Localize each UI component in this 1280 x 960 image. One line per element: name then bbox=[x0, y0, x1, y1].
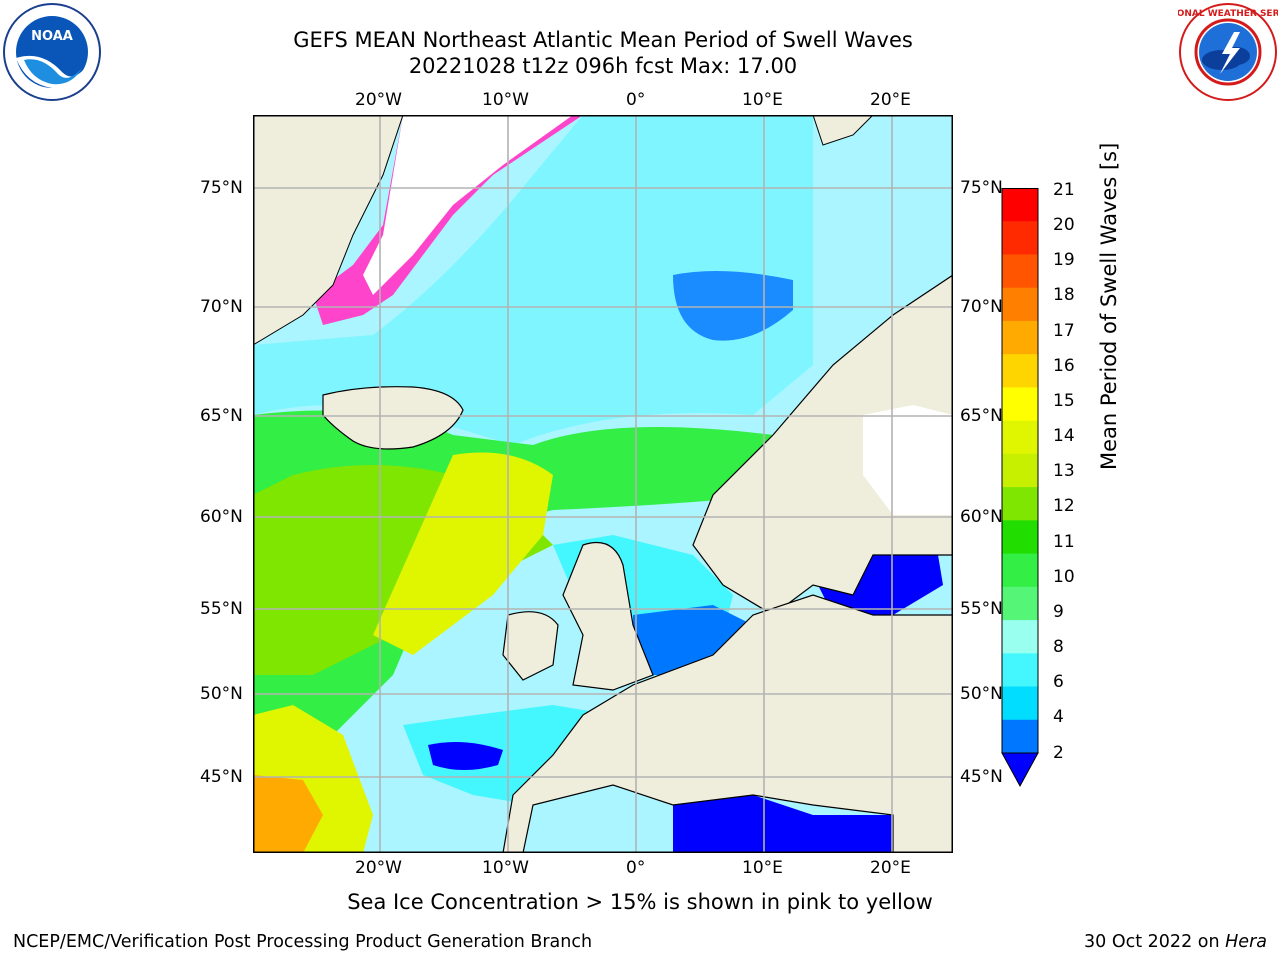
colorbar-band bbox=[1002, 287, 1038, 322]
lat-tick-left: 70°N bbox=[200, 297, 243, 317]
lon-tick-bottom: 20°W bbox=[355, 858, 402, 878]
colorbar-tick-label: 8 bbox=[1053, 637, 1064, 657]
colorbar-band bbox=[1002, 719, 1038, 754]
footer-machine: Hera bbox=[1225, 932, 1267, 952]
lat-tick-right: 50°N bbox=[960, 684, 1003, 704]
colorbar-band bbox=[1002, 553, 1038, 588]
lat-tick-left: 55°N bbox=[200, 599, 243, 619]
colorbar-tick-label: 18 bbox=[1053, 285, 1075, 305]
colorbar-band bbox=[1002, 520, 1038, 555]
lon-tick-top: 10°W bbox=[482, 90, 529, 110]
lon-tick-top: 20°E bbox=[870, 90, 911, 110]
lat-tick-right: 55°N bbox=[960, 599, 1003, 619]
colorbar-tick-label: 16 bbox=[1053, 356, 1075, 376]
land-svalbard bbox=[812, 115, 874, 146]
swell-zone-orange bbox=[253, 775, 323, 853]
colorbar-band bbox=[1002, 653, 1038, 688]
land-greenland bbox=[253, 115, 404, 346]
colorbar-tick-label: 12 bbox=[1053, 496, 1075, 516]
noaa-logo: NOAA bbox=[3, 3, 101, 101]
colorbar-band bbox=[1002, 254, 1038, 289]
lon-tick-bottom: 10°W bbox=[482, 858, 529, 878]
footer-date-text: 30 Oct 2022 on bbox=[1084, 932, 1226, 952]
colorbar-tick-label: 4 bbox=[1053, 707, 1064, 727]
map-subtitle: 20221028 t12z 096h fcst Max: 17.00 bbox=[408, 54, 798, 78]
colorbar-border bbox=[1001, 188, 1039, 754]
lon-tick-top: 20°W bbox=[355, 90, 402, 110]
colorbar-band bbox=[1002, 620, 1038, 654]
land-iceland bbox=[322, 386, 464, 450]
lon-tick-bottom: 10°E bbox=[742, 858, 783, 878]
land-scandinavia bbox=[692, 274, 953, 616]
colorbar-tick-label: 10 bbox=[1053, 567, 1075, 587]
lon-tick-bottom: 20°E bbox=[870, 858, 911, 878]
swell-zone-blue-north bbox=[673, 271, 793, 341]
lat-tick-left: 65°N bbox=[200, 406, 243, 426]
lat-tick-left: 45°N bbox=[200, 767, 243, 787]
colorbar-tick-label: 20 bbox=[1053, 215, 1075, 235]
map-border bbox=[253, 115, 953, 853]
colorbar-tick-label: 17 bbox=[1053, 321, 1075, 341]
lon-tick-top: 10°E bbox=[742, 90, 783, 110]
colorbar-tick-label: 19 bbox=[1053, 250, 1075, 270]
swell-zone-channel bbox=[633, 605, 753, 675]
colorbar-tick-label: 6 bbox=[1053, 672, 1064, 692]
colorbar-band bbox=[1002, 586, 1038, 621]
lat-tick-right: 70°N bbox=[960, 297, 1003, 317]
colorbar-band bbox=[1002, 354, 1038, 388]
lat-tick-left: 50°N bbox=[200, 684, 243, 704]
colorbar-band bbox=[1002, 387, 1038, 422]
colorbar-tick-label: 14 bbox=[1053, 426, 1075, 446]
svg-text:NOAA: NOAA bbox=[31, 29, 73, 44]
land-continental-europe bbox=[502, 594, 953, 853]
land-ireland bbox=[502, 611, 559, 681]
colorbar-band bbox=[1002, 320, 1038, 355]
svg-text:NATIONAL WEATHER SERVICE: NATIONAL WEATHER SERVICE bbox=[1178, 9, 1278, 19]
swell-zone-mediterranean bbox=[673, 795, 953, 853]
swell-zone-biscay-blue bbox=[428, 741, 503, 770]
lat-tick-left: 60°N bbox=[200, 507, 243, 527]
map-title: GEFS MEAN Northeast Atlantic Mean Period… bbox=[293, 28, 913, 52]
colorbar-band bbox=[1002, 686, 1038, 721]
colorbar-tick-label: 11 bbox=[1053, 532, 1075, 552]
colorbar-tick-label: 2 bbox=[1053, 743, 1064, 763]
nws-logo: NATIONAL WEATHER SERVICE bbox=[1178, 3, 1278, 101]
lat-tick-right: 75°N bbox=[960, 178, 1003, 198]
lat-tick-left: 75°N bbox=[200, 178, 243, 198]
colorbar-band bbox=[1002, 453, 1038, 488]
greenland-white bbox=[363, 115, 573, 295]
graticule bbox=[253, 115, 953, 853]
colorbar-band bbox=[1002, 188, 1038, 222]
footer-date: 30 Oct 2022 on Hera bbox=[1084, 932, 1267, 952]
colorbar-band bbox=[1002, 221, 1038, 255]
colorbar-tick-label: 21 bbox=[1053, 180, 1075, 200]
lat-tick-right: 65°N bbox=[960, 406, 1003, 426]
colorbar-band bbox=[1002, 420, 1038, 455]
footer-credit: NCEP/EMC/Verification Post Processing Pr… bbox=[13, 932, 593, 952]
colorbar-tick-label: 15 bbox=[1053, 391, 1075, 411]
lon-tick-top: 0° bbox=[626, 90, 646, 110]
colorbar-title: Mean Period of Swell Waves [s] bbox=[1097, 142, 1121, 470]
colorbar-extend-below bbox=[1001, 752, 1039, 788]
colorbar-tick-label: 13 bbox=[1053, 461, 1075, 481]
sea-ice-note: Sea Ice Concentration > 15% is shown in … bbox=[347, 890, 933, 914]
swell-zone-cyan bbox=[253, 115, 813, 445]
colorbar-band bbox=[1002, 487, 1038, 521]
lat-tick-right: 60°N bbox=[960, 507, 1003, 527]
lon-tick-bottom: 0° bbox=[626, 858, 646, 878]
lat-tick-right: 45°N bbox=[960, 767, 1003, 787]
land-great-britain bbox=[562, 541, 654, 691]
swell-period-map bbox=[253, 115, 953, 853]
colorbar-tick-label: 9 bbox=[1053, 602, 1064, 622]
land-sweden-white bbox=[863, 405, 953, 515]
colorbar bbox=[1001, 188, 1039, 788]
